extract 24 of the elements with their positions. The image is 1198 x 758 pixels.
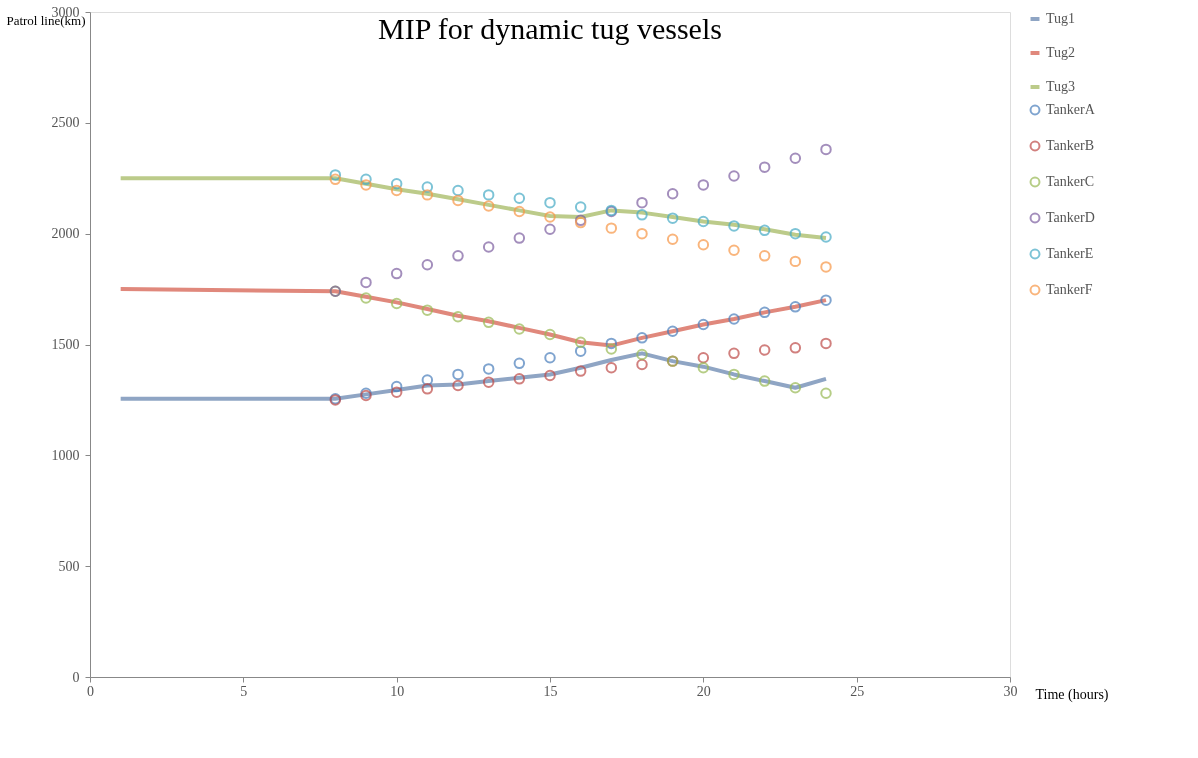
legend-label: TankerE (1046, 246, 1094, 261)
x-tick-label: 30 (1003, 683, 1018, 699)
legend-label: TankerA (1046, 102, 1096, 117)
chart-title: MIP for dynamic tug vessels (378, 12, 722, 45)
x-tick-label: 25 (850, 683, 865, 699)
x-tick-label: 10 (390, 683, 405, 699)
x-tick-label: 0 (87, 683, 94, 699)
x-axis-title: Time (hours) (1035, 686, 1109, 703)
x-tick-label: 20 (696, 683, 711, 699)
x-tick-label: 5 (240, 683, 248, 699)
y-tick-label: 1500 (51, 337, 80, 352)
legend-label: Tug2 (1046, 45, 1076, 60)
legend-label: TankerC (1046, 174, 1095, 189)
y-tick-label: 2500 (51, 115, 80, 131)
legend-label: TankerF (1046, 282, 1093, 297)
legend-label: TankerD (1046, 210, 1095, 225)
y-tick-label: 500 (58, 558, 80, 574)
legend-label: Tug3 (1046, 79, 1076, 94)
legend-label: TankerB (1046, 138, 1095, 153)
y-tick-label: 2000 (51, 226, 80, 242)
x-tick-label: 15 (543, 683, 558, 699)
y-tick-label: 0 (72, 669, 80, 685)
y-tick-label: 1000 (51, 447, 80, 463)
legend-label: Tug1 (1046, 11, 1076, 26)
